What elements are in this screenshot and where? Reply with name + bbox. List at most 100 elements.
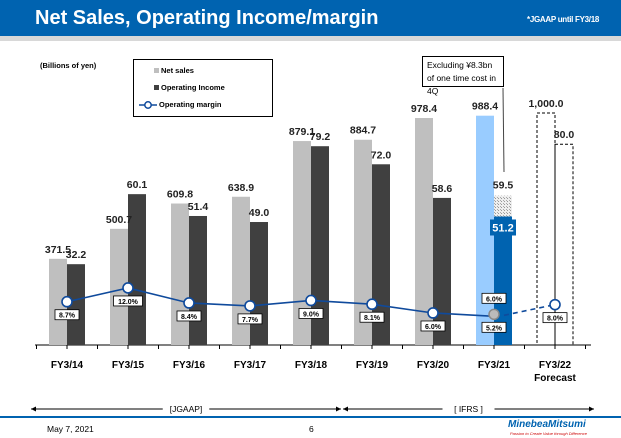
callout-leader xyxy=(502,87,505,173)
margin-label: 8.0% xyxy=(547,316,564,323)
net-sales-label: 638.9 xyxy=(228,182,254,194)
company-logo: MinebeaMitsumi xyxy=(508,419,586,430)
legend-operating-margin: Operating margin xyxy=(139,100,222,109)
margin-label: 9.0% xyxy=(303,311,320,318)
margin-marker xyxy=(244,300,256,312)
margin-marker xyxy=(183,297,195,309)
net-sales-bar xyxy=(476,115,494,346)
divider xyxy=(0,36,621,41)
net-sales-label: 879.1 xyxy=(289,126,315,138)
operating-margin-line xyxy=(66,287,495,318)
operating-income-label: 51.4 xyxy=(188,201,209,213)
period-label: [JGAAP] xyxy=(170,404,203,414)
margin-marker xyxy=(305,294,317,307)
margin-label: 6.0% xyxy=(425,324,442,331)
margin-label-box xyxy=(359,311,385,323)
operating-income-bar xyxy=(433,197,451,345)
x-tick-label: FY3/22 xyxy=(539,360,572,371)
net-sales-label: 371.5 xyxy=(45,244,71,256)
footer-date: May 7, 2021 xyxy=(47,424,94,434)
arrow-head xyxy=(31,406,36,412)
margin-label-box xyxy=(298,308,324,319)
excluding-income-label: 59.5 xyxy=(493,180,514,192)
net-sales-bar xyxy=(171,203,189,345)
x-tick-sublabel: Forecast xyxy=(534,373,576,384)
arrow-head xyxy=(589,406,594,412)
legend-label: Operating margin xyxy=(159,100,222,109)
x-tick-label: FY3/16 xyxy=(173,360,206,371)
x-tick-label: FY3/20 xyxy=(417,360,450,371)
margin-line-icon xyxy=(139,100,157,109)
margin-marker xyxy=(366,298,378,311)
x-tick-label: FY3/19 xyxy=(356,360,389,371)
operating-income-label: 58.6 xyxy=(432,183,453,195)
net-sales-bar xyxy=(110,228,128,345)
margin-marker xyxy=(122,282,134,294)
net-sales-swatch xyxy=(154,68,159,73)
margin-label-box xyxy=(420,320,446,332)
header-bar xyxy=(0,0,621,36)
operating-income-label: 51.2 xyxy=(492,222,513,234)
legend: Net sales Operating Income Operating mar… xyxy=(133,59,273,117)
margin-label-box xyxy=(542,312,568,324)
accounting-note: *JGAAP until FY3/18 xyxy=(527,15,599,24)
legend-operating-income: Operating Income xyxy=(154,83,225,92)
margin-label-box xyxy=(237,313,263,325)
net-sales-label: 500.7 xyxy=(106,214,132,226)
page-number: 6 xyxy=(309,424,314,434)
operating-income-label: 32.2 xyxy=(66,249,87,261)
margin-label-box xyxy=(113,295,143,307)
margin-label: 8.1% xyxy=(364,315,381,322)
net-sales-bar xyxy=(415,118,433,345)
chart: FY3/14 371.532.2 FY3/15 500.7 60.1 FY3/16 609.… xyxy=(31,87,594,414)
operating-income-bar xyxy=(311,146,329,345)
margin-marker xyxy=(427,307,439,319)
unit-label: (Billions of yen) xyxy=(40,61,97,70)
x-tick-label: FY3/14 xyxy=(51,360,84,371)
operating-income-bar xyxy=(128,194,146,345)
operating-income-bar xyxy=(67,264,85,345)
operating-income-label: 60.1 xyxy=(127,179,148,191)
net-sales-bar xyxy=(49,258,67,345)
net-sales-label: 988.4 xyxy=(472,101,498,113)
margin-label: 8.4% xyxy=(181,314,198,321)
x-tick-label: FY3/21 xyxy=(478,360,511,371)
margin-marker xyxy=(61,295,73,308)
net-sales-label: 609.8 xyxy=(167,189,193,201)
margin-label: 8.7% xyxy=(59,313,76,320)
operating-income-label: 79.2 xyxy=(310,131,331,143)
arrow-head xyxy=(343,406,348,412)
margin-label-box xyxy=(481,321,507,333)
operating-income-label: 80.0 xyxy=(554,129,575,141)
income-label-bg xyxy=(490,219,516,236)
excluding-margin-marker xyxy=(488,308,500,321)
period-label: [ IFRS ] xyxy=(454,404,483,414)
page-title: Net Sales, Operating Income/margin xyxy=(35,7,379,29)
footer-line xyxy=(0,416,621,418)
x-tick-label: FY3/18 xyxy=(295,360,328,371)
net-sales-bar xyxy=(293,141,311,345)
period-label-bg xyxy=(442,403,495,414)
margin-label-box xyxy=(481,292,507,304)
operating-income-bar xyxy=(250,222,268,345)
legend-label: Net sales xyxy=(161,66,194,75)
legend-net-sales: Net sales xyxy=(154,66,194,75)
margin-label: 6.0% xyxy=(486,296,503,303)
net-sales-label: 978.4 xyxy=(411,103,437,115)
callout-box: Excluding ¥8.3bn of one time cost in 4Q xyxy=(422,56,504,96)
net-sales-label: 884.7 xyxy=(350,125,376,137)
margin-label: 5.2% xyxy=(486,325,503,332)
forecast-margin-line xyxy=(503,304,551,317)
operating-income-swatch xyxy=(154,85,159,90)
company-tagline: Passion to Create Value through Differen… xyxy=(510,431,588,436)
x-tick-label: FY3/15 xyxy=(112,360,145,371)
x-tick-label: FY3/17 xyxy=(234,360,267,371)
margin-label: 7.7% xyxy=(242,317,259,324)
net-sales-bar xyxy=(354,139,372,345)
operating-income-label: 49.0 xyxy=(249,207,270,219)
operating-income-label: 72.0 xyxy=(371,149,392,161)
arrow-head xyxy=(336,406,341,412)
one-time-cost-bar xyxy=(494,195,512,217)
operating-income-bar xyxy=(372,164,390,345)
margin-marker xyxy=(549,298,561,311)
